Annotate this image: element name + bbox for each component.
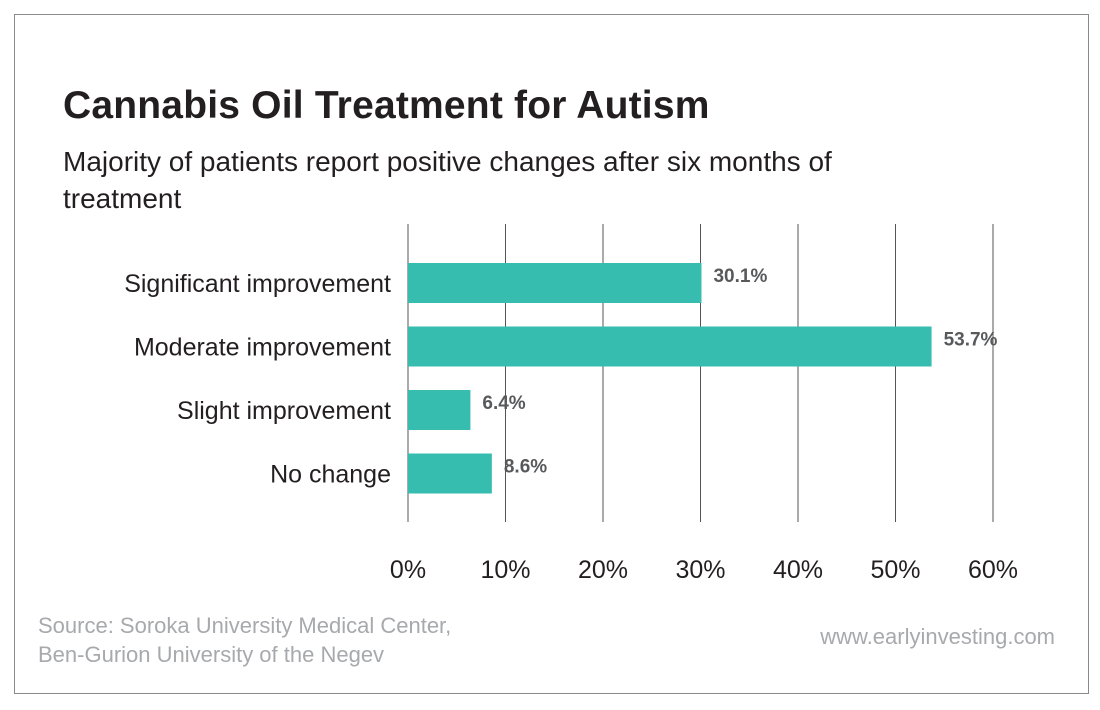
x-tick-label: 20%	[578, 556, 628, 584]
bar-2	[408, 390, 471, 430]
source-line-2: Ben-Gurion University of the Negev	[38, 642, 385, 667]
category-label: No change	[270, 461, 391, 489]
chart-title: Cannabis Oil Treatment for Autism	[63, 84, 710, 127]
website-credit: www.earlyinvesting.com	[820, 624, 1055, 649]
labels: 0% 10% 20% 30% 40% 50% 60% Significant improvem…	[124, 266, 1018, 584]
value-label: 53.7%	[944, 330, 998, 351]
x-tick-label: 40%	[773, 556, 823, 584]
bar-0	[408, 263, 702, 303]
bars	[408, 263, 932, 494]
bar-1	[408, 326, 932, 367]
chart-subtitle: Majority of patients report positive cha…	[63, 146, 832, 214]
value-label: 6.4%	[482, 393, 525, 414]
bar-chart: 0% 10% 20% 30% 40% 50% 60% Significant improvem…	[124, 224, 1018, 584]
category-label: Slight improvement	[177, 397, 391, 425]
x-tick-label: 60%	[968, 556, 1018, 584]
value-label: 30.1%	[713, 266, 767, 287]
category-label: Significant improvement	[124, 270, 391, 298]
x-tick-label: 0%	[390, 556, 426, 584]
x-tick-label: 50%	[870, 556, 920, 584]
source-line-1: Source: Soroka University Medical Center…	[38, 613, 452, 638]
x-tick-label: 30%	[675, 556, 725, 584]
source-note: Source: Soroka University Medical Center…	[38, 611, 638, 669]
value-label: 8.6%	[504, 457, 547, 478]
bar-3	[408, 453, 492, 494]
category-label: Moderate improvement	[134, 334, 391, 362]
x-tick-label: 10%	[480, 556, 530, 584]
